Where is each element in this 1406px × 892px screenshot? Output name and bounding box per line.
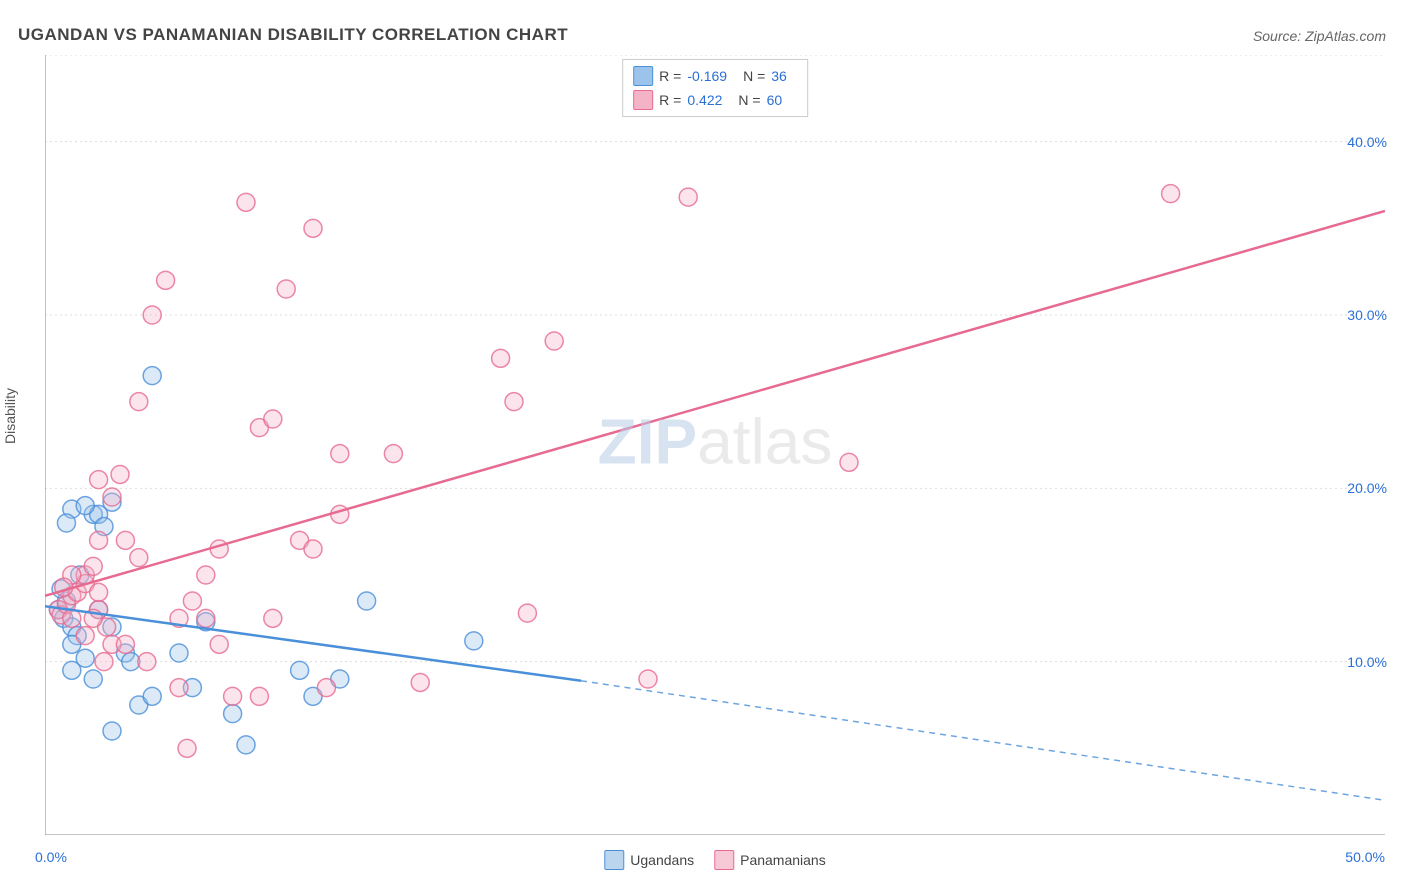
y-tick-label: 20.0% [1347,480,1387,496]
plot-area: ZIPatlas R = -0.169 N = 36 R = 0.422 N =… [45,55,1385,835]
legend-stats: R = -0.169 N = 36 R = 0.422 N = 60 [622,59,808,117]
source-label: Source: ZipAtlas.com [1253,28,1386,44]
swatch-icon [604,850,624,870]
y-axis-label: Disability [2,388,18,444]
x-tick-min: 0.0% [35,849,67,865]
n-label: N = [743,68,765,84]
legend-label: Ugandans [630,852,694,868]
legend-item: Panamanians [714,850,826,870]
swatch-icon [714,850,734,870]
legend-label: Panamanians [740,852,826,868]
n-value: 60 [767,92,783,108]
legend-stats-row-0: R = -0.169 N = 36 [633,64,797,88]
legend-series: Ugandans Panamanians [604,850,825,870]
plot-svg [45,55,1385,835]
swatch-icon [633,90,653,110]
swatch-icon [633,66,653,86]
legend-item: Ugandans [604,850,694,870]
r-value: 0.422 [687,92,722,108]
r-label: R = [659,68,681,84]
r-value: -0.169 [687,68,727,84]
chart-container: UGANDAN VS PANAMANIAN DISABILITY CORRELA… [0,0,1406,892]
legend-stats-row-1: R = 0.422 N = 60 [633,88,797,112]
y-tick-label: 10.0% [1347,654,1387,670]
chart-title: UGANDAN VS PANAMANIAN DISABILITY CORRELA… [18,25,568,45]
y-tick-label: 40.0% [1347,134,1387,150]
x-tick-max: 50.0% [1345,849,1385,865]
r-label: R = [659,92,681,108]
n-value: 36 [771,68,787,84]
y-tick-label: 30.0% [1347,307,1387,323]
n-label: N = [738,92,760,108]
